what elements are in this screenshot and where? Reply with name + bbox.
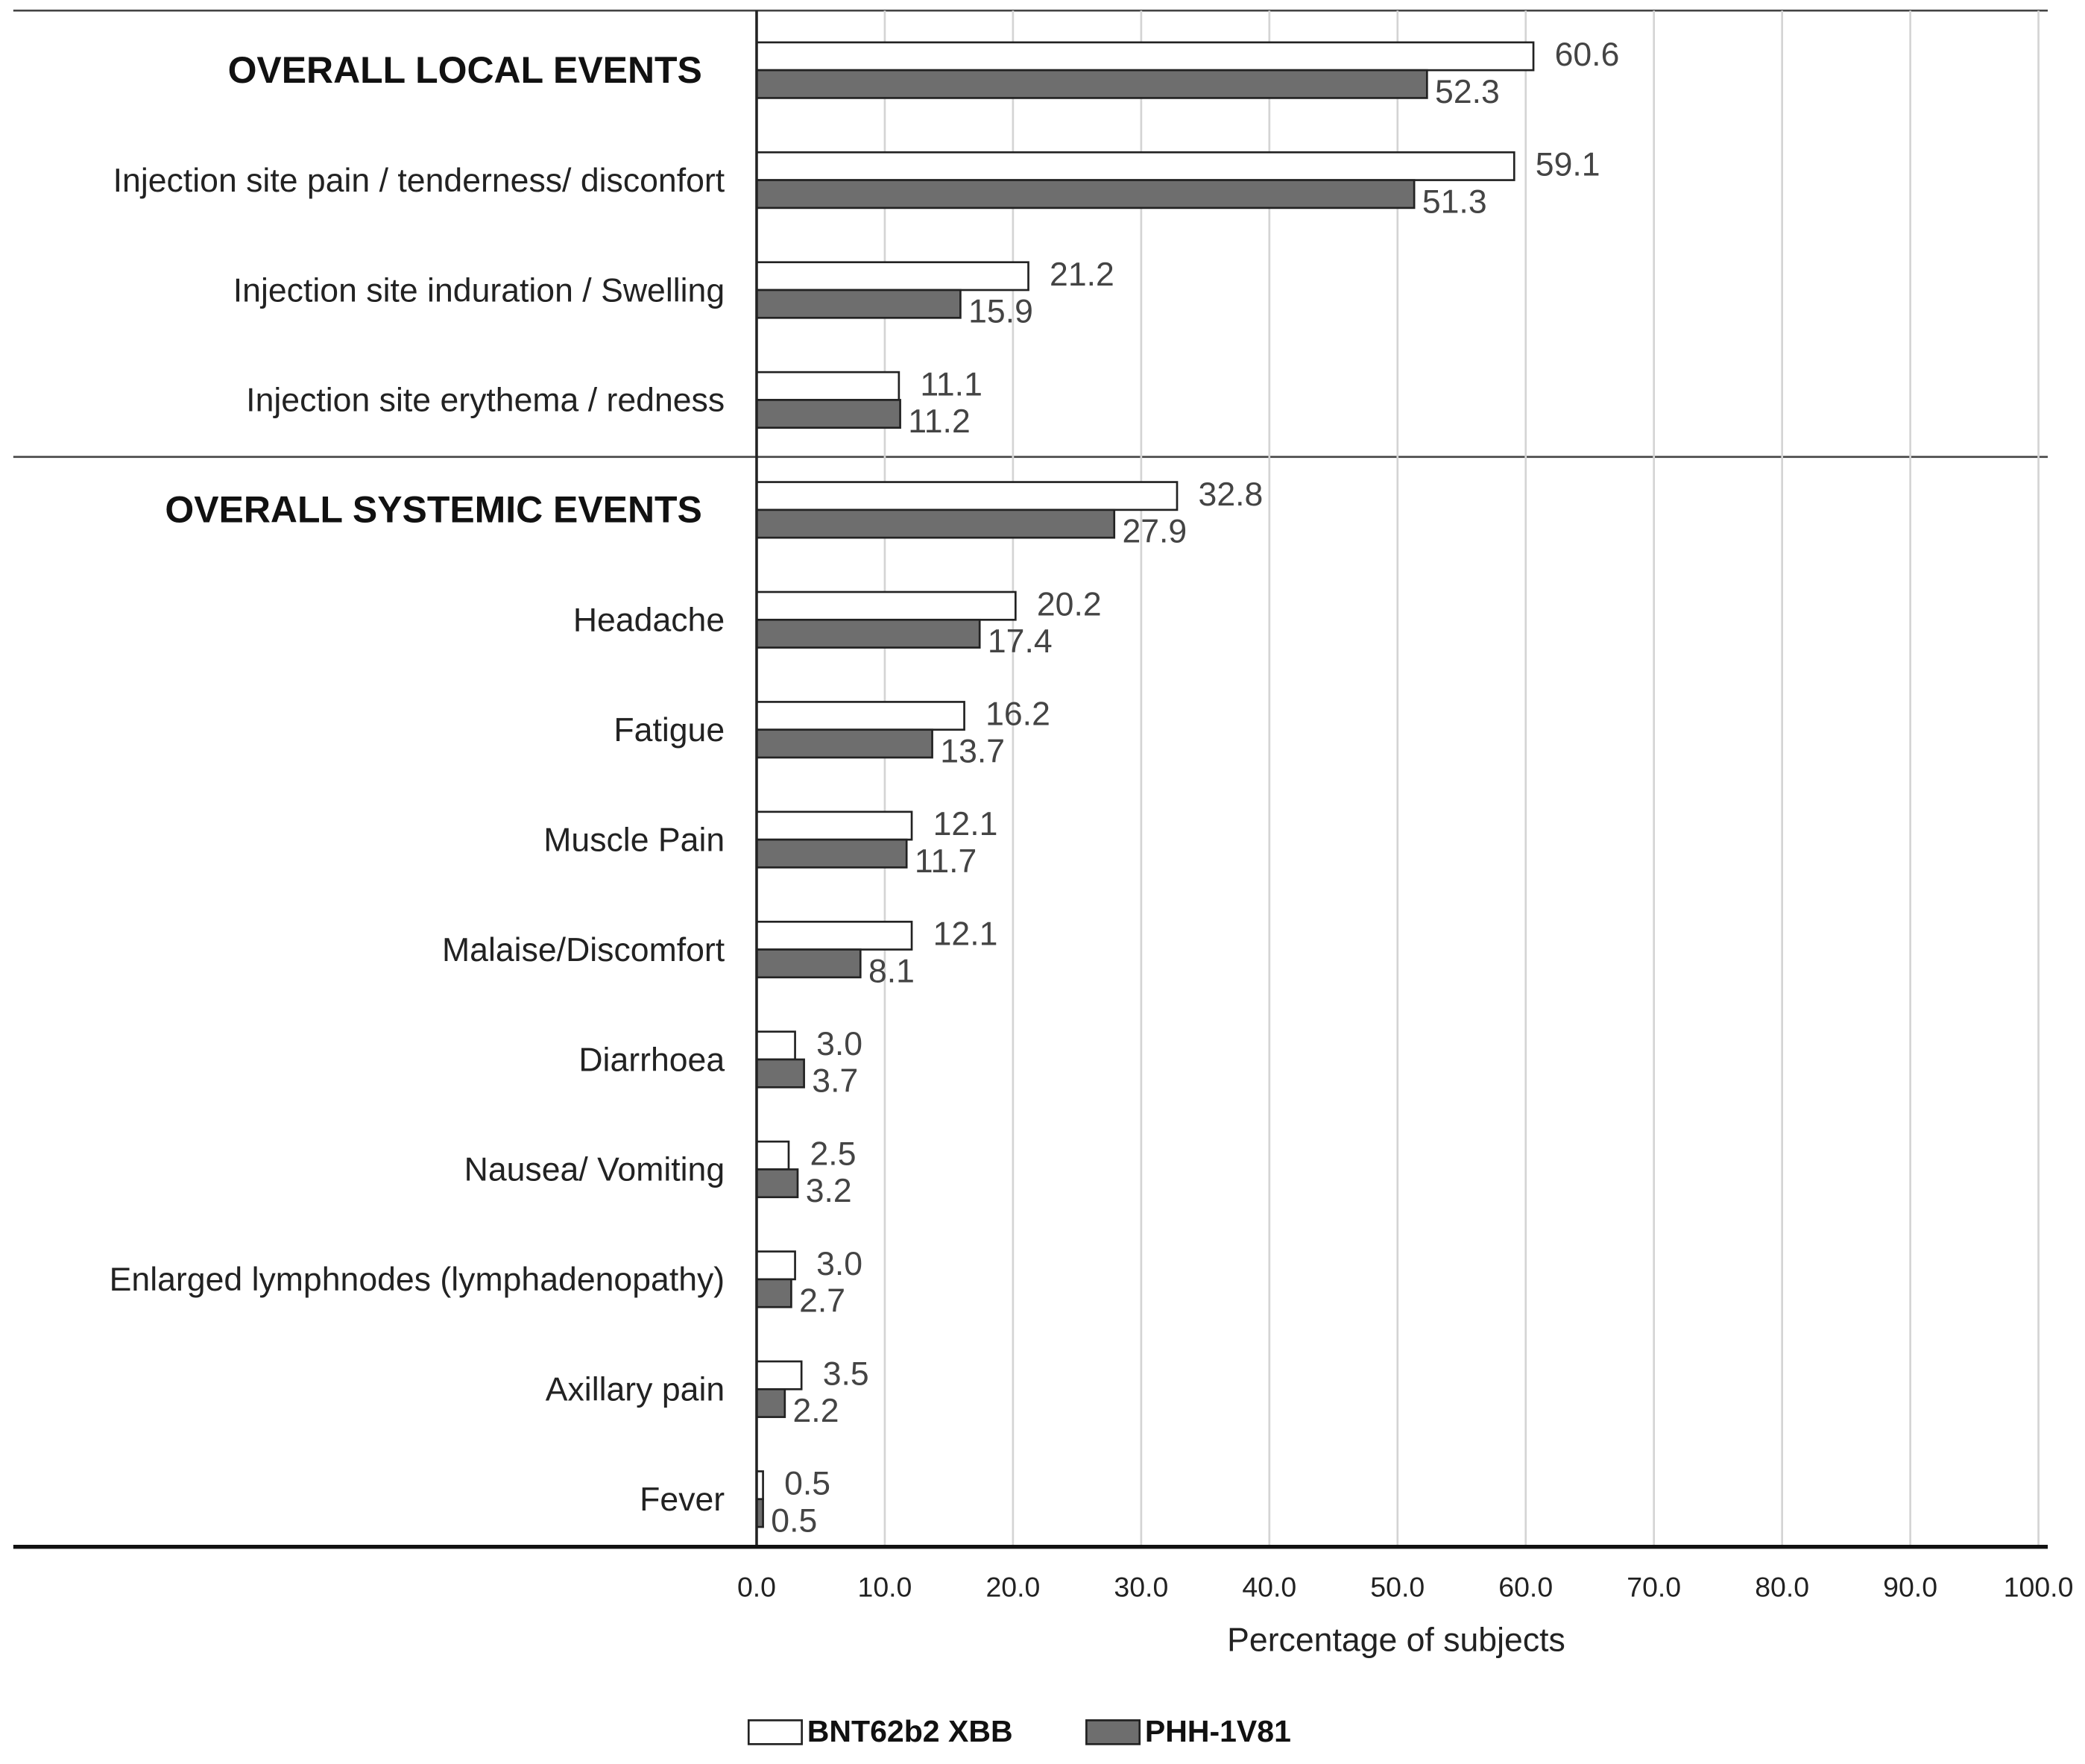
x-tick-label: 50.0 <box>1370 1571 1425 1602</box>
value-label: 2.5 <box>810 1135 857 1172</box>
value-label: 51.3 <box>1422 183 1487 220</box>
value-label: 11.7 <box>915 843 977 880</box>
bar <box>755 69 1428 99</box>
bar <box>755 508 1116 539</box>
value-label: 21.2 <box>1050 256 1114 293</box>
value-label: 3.2 <box>806 1173 852 1209</box>
bar <box>755 701 965 731</box>
bar <box>755 948 862 979</box>
x-tick-label: 90.0 <box>1883 1571 1937 1602</box>
legend-label: PHH-1V81 <box>1145 1714 1291 1748</box>
bar <box>755 481 1179 511</box>
x-tick-label: 70.0 <box>1627 1571 1681 1602</box>
x-axis-title: Percentage of subjects <box>1227 1622 1565 1658</box>
x-tick-label: 60.0 <box>1498 1571 1553 1602</box>
bar <box>755 1360 803 1390</box>
y-tick-label: OVERALL SYSTEMIC EVENTS <box>165 489 701 531</box>
value-label: 12.1 <box>933 916 998 953</box>
y-tick-label: Injection site pain / tenderness/ discon… <box>113 163 725 199</box>
x-tick-label: 40.0 <box>1242 1571 1296 1602</box>
bar <box>755 1387 786 1418</box>
value-label: 2.2 <box>793 1393 839 1429</box>
value-label: 52.3 <box>1435 74 1500 110</box>
y-tick-label: Muscle Pain <box>543 822 725 859</box>
value-label: 2.7 <box>799 1283 845 1320</box>
value-label: 12.1 <box>933 806 998 842</box>
bar <box>755 728 933 759</box>
value-label: 3.0 <box>816 1246 862 1282</box>
bar <box>755 1030 796 1061</box>
value-label: 3.7 <box>812 1063 858 1100</box>
x-tick-label: 10.0 <box>857 1571 912 1602</box>
bar <box>755 151 1515 181</box>
value-label: 3.0 <box>816 1026 862 1062</box>
bar <box>755 289 962 319</box>
y-tick-label: Injection site erythema / redness <box>246 382 725 419</box>
value-label: 15.9 <box>968 294 1033 330</box>
value-label: 11.1 <box>920 366 982 403</box>
bar <box>755 810 913 841</box>
bar <box>755 1250 796 1281</box>
bar <box>755 920 913 951</box>
value-label: 27.9 <box>1122 514 1187 550</box>
value-label: 17.4 <box>988 623 1053 660</box>
value-label: 59.1 <box>1536 147 1600 183</box>
bar <box>755 1278 792 1308</box>
y-tick-label: Enlarged lymphnodes (lymphadenopathy) <box>110 1261 725 1298</box>
bar <box>755 261 1029 292</box>
y-tick-label: Fatigue <box>613 712 725 749</box>
y-tick-label: Fever <box>640 1481 725 1518</box>
bar <box>755 399 901 429</box>
y-tick-label: Axillary pain <box>546 1372 725 1408</box>
bar <box>755 1058 805 1089</box>
value-label: 0.5 <box>784 1466 830 1502</box>
bar <box>755 1140 790 1171</box>
y-tick-label: OVERALL LOCAL EVENTS <box>228 49 702 91</box>
legend-label: BNT62b2 XBB <box>807 1714 1013 1748</box>
value-label: 16.2 <box>985 696 1050 733</box>
legend-swatch <box>1085 1719 1141 1745</box>
value-label: 11.2 <box>908 403 970 440</box>
x-tick-label: 20.0 <box>985 1571 1040 1602</box>
x-tick-label: 0.0 <box>737 1571 776 1602</box>
bar <box>755 179 1416 210</box>
y-tick-label: Headache <box>573 602 725 639</box>
x-tick-label: 100.0 <box>2004 1571 2074 1602</box>
bar <box>755 618 981 649</box>
bar <box>755 41 1535 72</box>
y-tick-label: Nausea/ Vomiting <box>464 1152 725 1188</box>
x-tick-label: 80.0 <box>1755 1571 1809 1602</box>
x-tick-label: 30.0 <box>1114 1571 1168 1602</box>
value-label: 8.1 <box>868 953 915 989</box>
value-label: 60.6 <box>1555 37 1620 73</box>
value-label: 20.2 <box>1037 586 1102 623</box>
bar <box>755 838 908 869</box>
bar <box>755 371 900 401</box>
y-tick-label: Malaise/Discomfort <box>442 932 725 968</box>
value-label: 3.5 <box>823 1355 869 1392</box>
bar <box>755 1168 799 1199</box>
legend-swatch <box>747 1719 803 1745</box>
y-tick-label: Injection site induration / Swelling <box>233 272 725 309</box>
value-label: 0.5 <box>771 1503 817 1540</box>
value-label: 32.8 <box>1199 476 1264 513</box>
bar <box>755 590 1017 621</box>
value-label: 13.7 <box>940 734 1005 770</box>
y-tick-label: Diarrhoea <box>578 1042 725 1078</box>
